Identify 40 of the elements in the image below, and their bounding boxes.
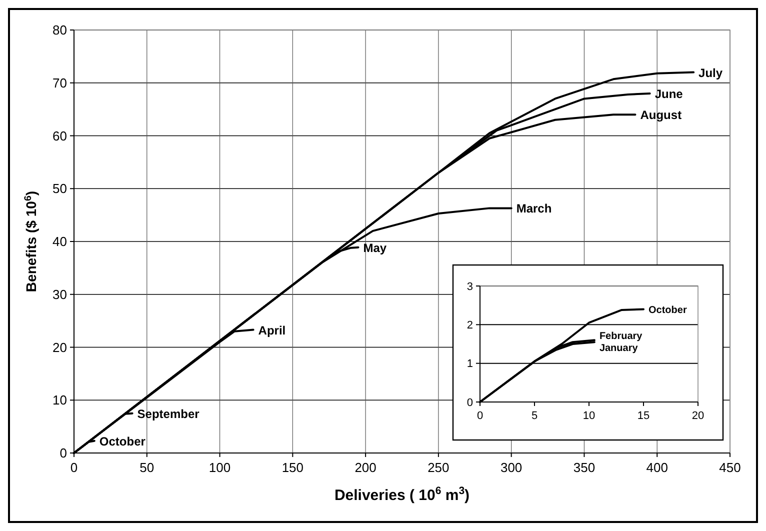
x-tick-label: 15 [637, 410, 650, 422]
series-label: February [599, 330, 643, 342]
series-label: October [648, 305, 687, 316]
x-tick-label: 250 [428, 460, 450, 475]
series-label: June [654, 87, 684, 101]
series-label: July [698, 66, 723, 80]
y-tick-label: 60 [52, 128, 67, 144]
y-tick-label: 80 [52, 22, 67, 38]
series-label: September [137, 406, 200, 421]
x-tick-label: 20 [692, 410, 704, 422]
y-tick-label: 3 [466, 280, 473, 293]
x-tick-label: 100 [208, 460, 231, 475]
x-tick-label: 0 [476, 410, 484, 422]
x-tick-label: 200 [354, 460, 376, 475]
y-tick-label: 10 [52, 392, 67, 408]
x-axis-title: Deliveries ( 10$^{6}$ m$^{3}$) [334, 485, 470, 504]
x-tick-label: 5 [531, 410, 538, 422]
x-tick-label: 300 [500, 460, 522, 475]
y-tick-label: 0 [60, 446, 67, 461]
y-tick-label: 50 [52, 181, 67, 196]
x-tick-label: 150 [282, 460, 304, 475]
x-tick-label: 350 [573, 460, 596, 475]
x-tick-label: 450 [719, 460, 741, 475]
y-tick-label: 20 [52, 340, 67, 355]
y-tick-label: 0 [466, 396, 473, 409]
series-label: May [363, 240, 387, 255]
y-tick-label: 1 [466, 358, 473, 370]
series-label: August [640, 108, 682, 122]
x-tick-label: 50 [140, 460, 154, 475]
y-tick-label: 70 [52, 75, 67, 90]
x-tick-label: 10 [582, 410, 596, 422]
series-label: October [99, 434, 146, 448]
y-tick-label: 2 [466, 320, 473, 332]
series-label: March [516, 202, 552, 216]
y-tick-label: 40 [52, 234, 67, 250]
x-tick-label: 400 [646, 460, 668, 475]
y-tick-label: 30 [52, 286, 67, 302]
x-tick-label: 0 [70, 460, 78, 475]
series-label: January [599, 342, 638, 354]
series-label: April [258, 323, 286, 338]
